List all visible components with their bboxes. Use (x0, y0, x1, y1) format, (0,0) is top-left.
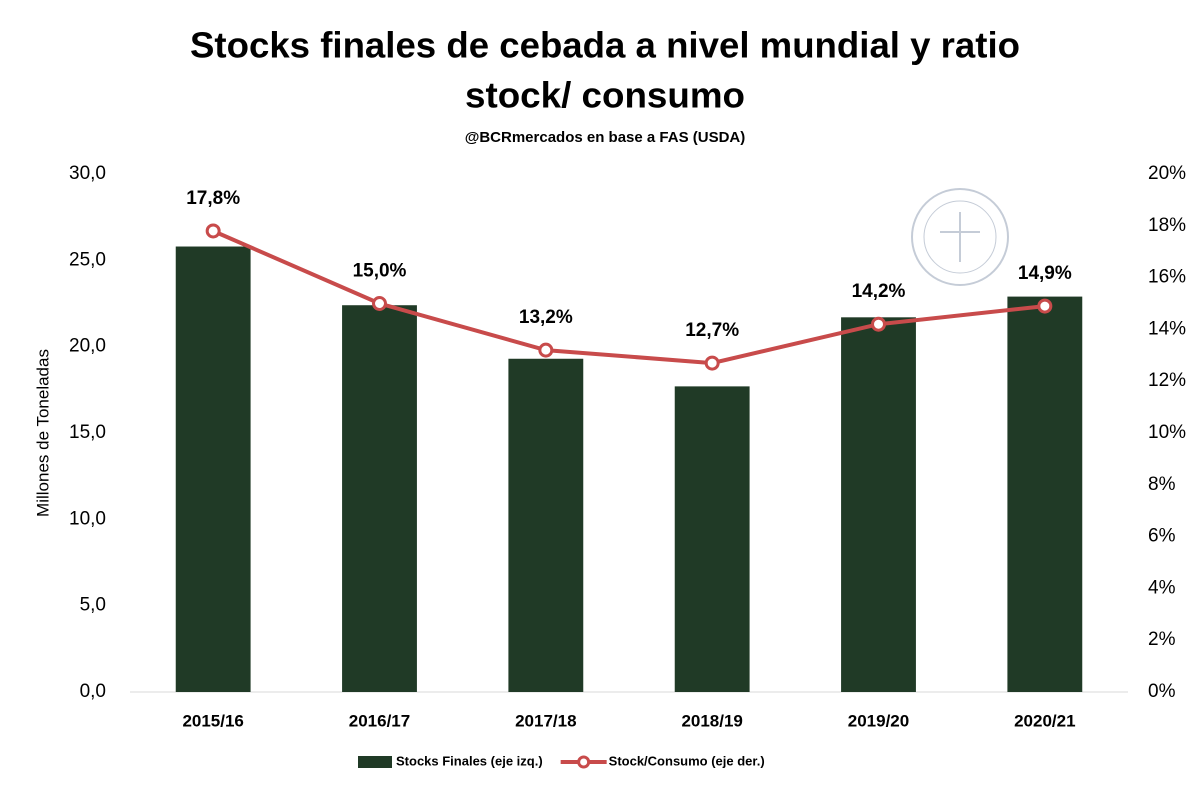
bar (175, 246, 251, 692)
y2-tick-label: 18% (1148, 215, 1186, 236)
marker (205, 223, 221, 239)
y-tick-label: 0,0 (80, 681, 106, 702)
marker (1037, 298, 1053, 314)
chart-title: Stocks finales de cebada a nivel mundial… (190, 25, 1020, 66)
y-tick-label: 10,0 (69, 508, 106, 529)
marker (871, 316, 886, 332)
bar (674, 386, 750, 692)
data-label: 14,9% (1018, 263, 1072, 284)
legend-label: Stocks Finales (eje izq.) (396, 753, 543, 768)
y2-tick-label: 6% (1148, 526, 1176, 547)
y2-tick-label: 8% (1148, 474, 1176, 495)
legend-swatch (358, 756, 392, 768)
bar (841, 317, 916, 692)
chart-title: stock/ consumo (465, 75, 745, 116)
data-label: 13,2% (519, 307, 573, 328)
bar (508, 358, 584, 692)
y2-tick-label: 20% (1148, 163, 1186, 184)
legend-swatch (577, 755, 591, 769)
chart-subtitle: @BCRmercados en base a FAS (USDA) (465, 129, 746, 146)
y2-tick-label: 0% (1148, 681, 1176, 702)
x-tick-label: 2019/20 (848, 711, 909, 730)
y-tick-label: 15,0 (69, 422, 106, 443)
y-tick-label: 25,0 (69, 249, 106, 270)
y2-tick-label: 2% (1148, 629, 1176, 650)
y-axis-label: Millones de Toneladas (33, 349, 52, 517)
marker (704, 355, 720, 371)
marker (538, 342, 554, 358)
y2-tick-label: 10% (1148, 422, 1186, 443)
line (212, 229, 1046, 366)
data-label: 15,0% (353, 261, 407, 282)
data-label: 12,7% (685, 320, 739, 341)
y2-tick-label: 16% (1148, 267, 1186, 288)
logo (911, 188, 1009, 286)
y-tick-label: 20,0 (69, 336, 106, 357)
data-label: 14,2% (852, 281, 906, 302)
y-tick-label: 5,0 (80, 595, 106, 616)
x-tick-label: 2015/16 (182, 711, 243, 730)
y-tick-label: 30,0 (69, 163, 106, 184)
data-label: 17,8% (186, 188, 240, 209)
marker (372, 296, 387, 311)
y2-tick-label: 14% (1148, 318, 1186, 339)
bar (342, 305, 417, 692)
legend-label: Stock/Consumo (eje der.) (609, 753, 765, 768)
y2-tick-label: 4% (1148, 577, 1176, 598)
x-tick-label: 2020/21 (1014, 711, 1075, 730)
bar (1007, 296, 1083, 692)
x-tick-label: 2016/17 (349, 711, 410, 730)
x-tick-label: 2018/19 (681, 711, 742, 730)
x-tick-label: 2017/18 (515, 711, 576, 730)
y2-tick-label: 12% (1148, 370, 1186, 391)
